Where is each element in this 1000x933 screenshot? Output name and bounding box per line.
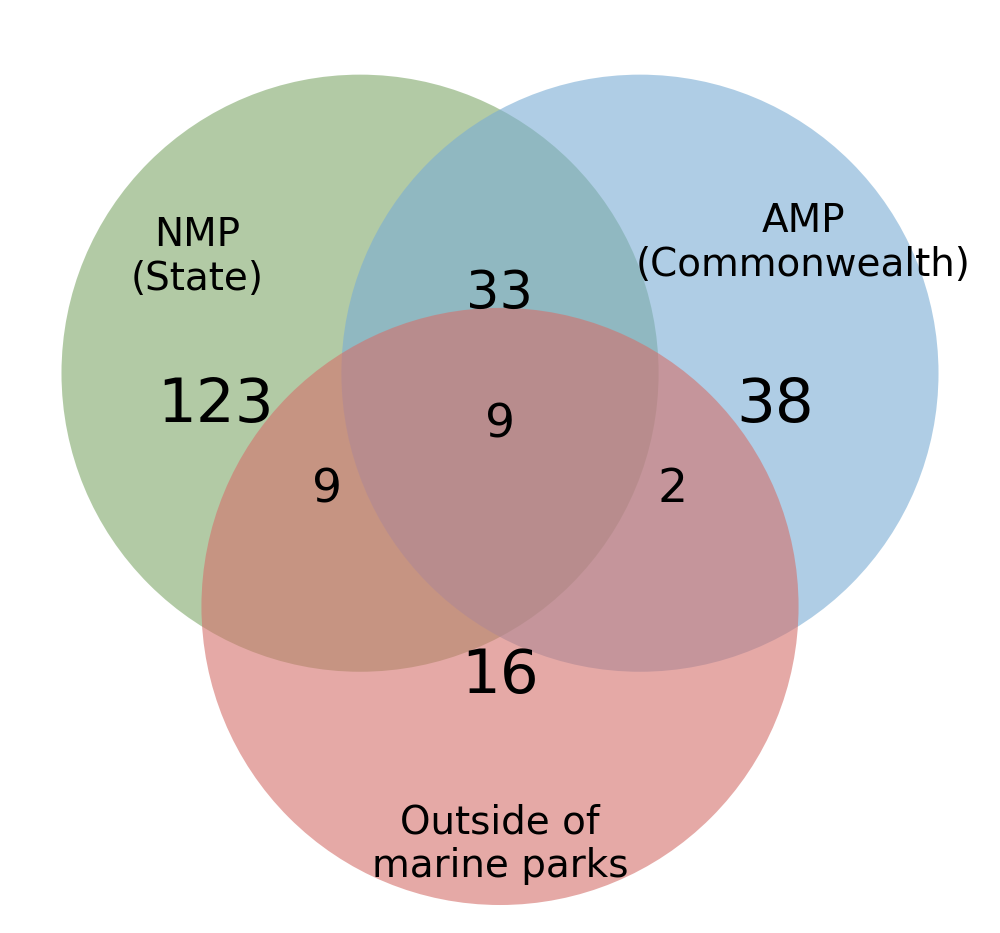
Text: 38: 38 — [736, 376, 814, 436]
Text: 9: 9 — [485, 402, 515, 447]
Circle shape — [61, 75, 659, 672]
Text: 16: 16 — [461, 647, 539, 706]
Text: 33: 33 — [466, 268, 534, 320]
Text: 2: 2 — [658, 467, 688, 512]
Text: Outside of
marine parks: Outside of marine parks — [372, 803, 628, 885]
Text: 9: 9 — [312, 467, 342, 512]
Circle shape — [201, 308, 799, 905]
Text: NMP
(State): NMP (State) — [130, 216, 263, 298]
Circle shape — [341, 75, 939, 672]
Text: 123: 123 — [157, 376, 274, 436]
Text: AMP
(Commonwealth): AMP (Commonwealth) — [636, 202, 971, 284]
